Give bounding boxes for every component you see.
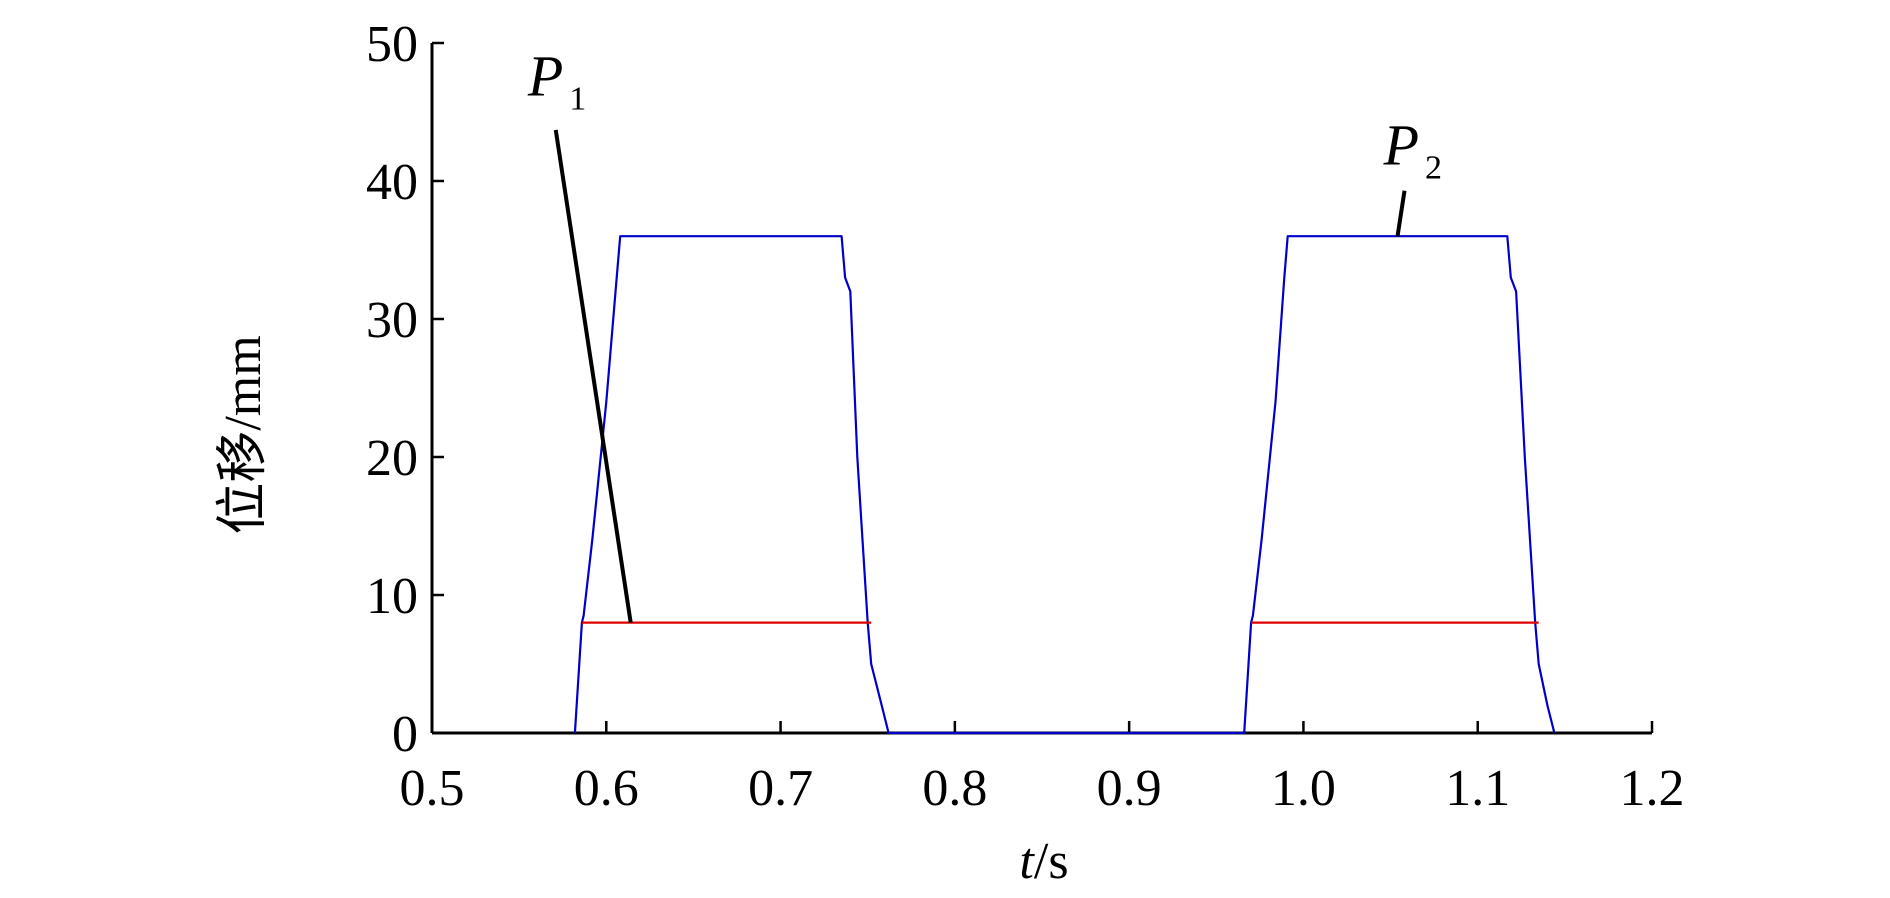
x-tick-label: 0.7	[748, 760, 813, 817]
y-tick-label: 20	[366, 430, 418, 487]
x-tick-label: 1.2	[1620, 760, 1685, 817]
annotation-subscript: 2	[1425, 149, 1442, 186]
x-tick-label: 1.0	[1271, 760, 1336, 817]
series-line	[573, 235, 1556, 735]
y-tick-label: 50	[366, 16, 418, 73]
annotation-letter: P	[1383, 112, 1419, 177]
annotation-letter: P	[527, 43, 563, 108]
y-axis-title: 位移/mm	[215, 335, 272, 534]
x-tick-label: 0.6	[574, 760, 639, 817]
annotations: P 1P 2	[527, 43, 1442, 623]
x-tick-label: 0.8	[922, 760, 987, 817]
axes: 0.5 0.6 0.7 0.8 0.9 1.0 1.1 1.2 0 10 20 30 40 50	[366, 16, 1685, 817]
y-tick-label: 10	[366, 568, 418, 625]
y-tick-label: 30	[366, 292, 418, 349]
annotation-pointer	[553, 129, 633, 623]
x-axis-variable: t	[1019, 833, 1035, 890]
x-axis-unit: /s	[1034, 833, 1069, 890]
x-tick-label: 0.9	[1097, 760, 1162, 817]
annotation-pointer	[1395, 190, 1407, 237]
x-axis-title: t/s	[1019, 833, 1068, 890]
x-tick-label: 1.1	[1445, 760, 1510, 817]
x-tick-label: 0.5	[400, 760, 465, 817]
series-layer	[573, 235, 1556, 735]
y-tick-label: 40	[366, 154, 418, 211]
y-tick-label: 0	[392, 706, 418, 763]
annotation-subscript: 1	[569, 80, 586, 117]
